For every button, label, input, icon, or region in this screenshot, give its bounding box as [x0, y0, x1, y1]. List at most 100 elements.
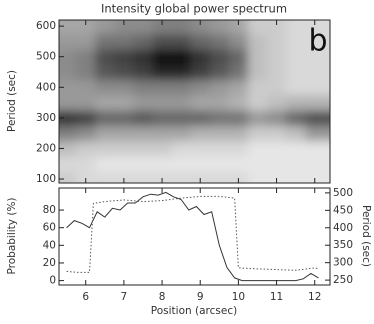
heat-cell	[152, 94, 173, 111]
y2-tick-label: 250	[333, 274, 353, 286]
x-tick-label: 8	[159, 291, 166, 303]
heat-cell	[267, 125, 287, 142]
heat-cell	[152, 125, 173, 142]
series-line	[66, 191, 319, 282]
heat-cell	[247, 171, 268, 183]
heat-cell	[171, 64, 192, 81]
heat-cell	[171, 171, 192, 183]
heat-cell	[228, 79, 249, 96]
heat-cell	[247, 110, 268, 127]
y2-axis-title: Period (sec)	[360, 205, 372, 267]
y-tick-label: 400	[36, 81, 56, 93]
heat-cell	[228, 110, 249, 127]
bottom-frame	[58, 187, 331, 286]
heat-cell	[190, 140, 211, 157]
heat-cell	[95, 156, 115, 172]
heat-cell	[95, 64, 115, 81]
heat-cell	[305, 156, 330, 172]
panel-label: b	[308, 24, 327, 59]
x-tick-label: 7	[121, 291, 128, 303]
x-tick-label: 12	[308, 291, 321, 303]
heat-cell	[114, 125, 134, 142]
heat-cell	[247, 49, 268, 65]
heat-cell	[305, 79, 330, 96]
heatmap	[59, 20, 330, 183]
heat-cell	[209, 110, 230, 127]
heat-cell	[152, 79, 173, 96]
heat-cell	[190, 156, 211, 172]
heat-cell	[152, 20, 173, 35]
heat-cell	[152, 140, 173, 157]
heat-cell	[133, 94, 154, 111]
heat-cell	[95, 110, 115, 127]
heat-cell	[171, 79, 192, 96]
heat-cell	[228, 33, 249, 50]
y-tick-label: 200	[36, 142, 56, 154]
heat-cell	[267, 140, 287, 157]
heat-cell	[114, 140, 134, 157]
heat-cell	[305, 125, 330, 142]
heat-cell	[76, 33, 96, 50]
y-axis-title: Probability (%)	[6, 197, 18, 274]
heat-cell	[76, 64, 96, 81]
heat-cell	[190, 79, 211, 96]
heat-cell	[76, 125, 96, 142]
heat-cell	[247, 140, 268, 157]
heat-cell	[190, 110, 211, 127]
heat-cell	[114, 33, 134, 50]
heat-cell	[209, 49, 230, 65]
heat-cell	[305, 140, 330, 157]
heat-cell	[59, 64, 77, 81]
heat-cell	[152, 110, 173, 127]
heat-cell	[95, 140, 115, 157]
heat-cell	[190, 171, 211, 183]
y-tick-label: 40	[43, 239, 56, 251]
heat-cell	[133, 125, 154, 142]
heat-cell	[286, 79, 306, 96]
heat-cell	[209, 94, 230, 111]
heat-cell	[95, 79, 115, 96]
y-tick-label: 300	[36, 112, 56, 124]
heat-cell	[228, 49, 249, 65]
y-tick-label: 100	[36, 173, 56, 185]
heat-cell	[95, 20, 115, 35]
heat-cell	[247, 33, 268, 50]
heat-cell	[114, 156, 134, 172]
heat-cell	[286, 33, 306, 50]
heatmap-cells	[59, 20, 330, 183]
heat-cell	[76, 49, 96, 65]
heat-cell	[190, 49, 211, 65]
heat-cell	[209, 64, 230, 81]
heat-cell	[190, 33, 211, 50]
heat-cell	[286, 49, 306, 65]
x-axis-title: Position (arcsec)	[151, 305, 237, 317]
heat-cell	[247, 125, 268, 142]
heat-cell	[286, 20, 306, 35]
heat-cell	[209, 156, 230, 172]
heat-cell	[152, 171, 173, 183]
heat-cell	[286, 171, 306, 183]
heat-cell	[133, 156, 154, 172]
heat-cell	[305, 94, 330, 111]
y2-tick-label: 400	[333, 222, 353, 234]
heat-cell	[228, 64, 249, 81]
heat-cell	[247, 64, 268, 81]
heat-cell	[305, 49, 330, 65]
heat-cell	[267, 79, 287, 96]
y-tick-label: 600	[36, 20, 56, 32]
heat-cell	[133, 110, 154, 127]
heat-cell	[114, 20, 134, 35]
heat-cell	[152, 64, 173, 81]
heat-cell	[171, 33, 192, 50]
heat-cell	[305, 64, 330, 81]
heat-cell	[114, 94, 134, 111]
x-tick-label: 10	[232, 291, 245, 303]
heat-cell	[305, 20, 330, 35]
heat-cell	[95, 94, 115, 111]
heat-cell	[190, 125, 211, 142]
heat-cell	[95, 125, 115, 142]
series-line	[66, 195, 319, 273]
heat-cell	[114, 49, 134, 65]
y-tick-label: 500	[36, 51, 56, 63]
heat-cell	[209, 20, 230, 35]
